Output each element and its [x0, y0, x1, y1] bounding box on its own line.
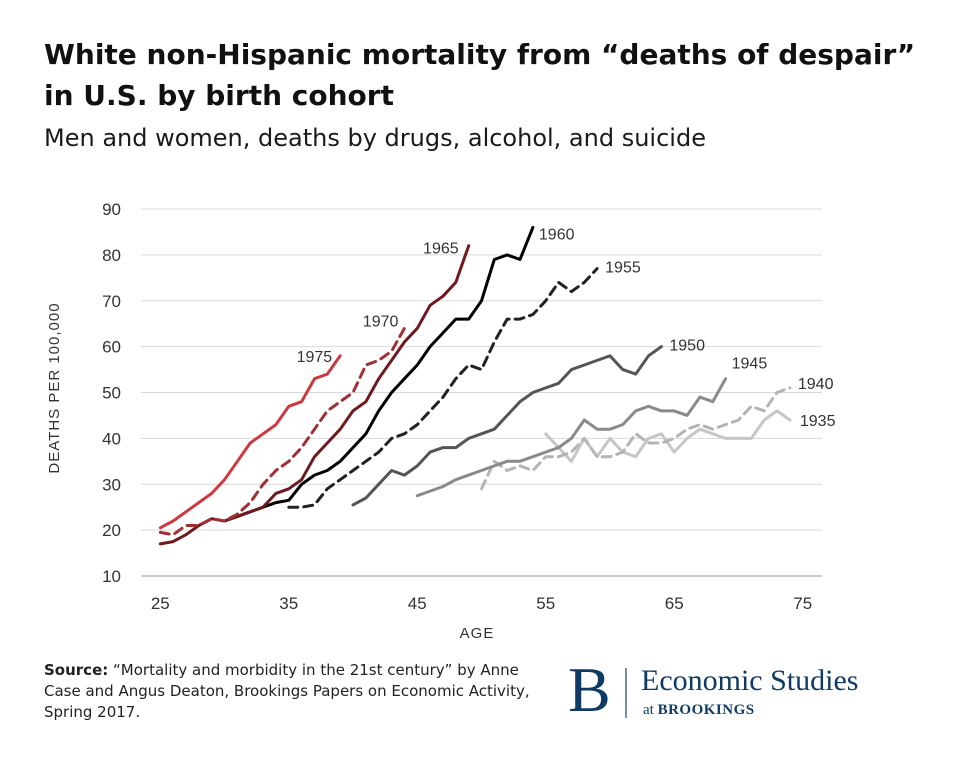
- x-tick-35: 35: [279, 594, 298, 613]
- series-line-1945: [415, 377, 728, 498]
- y-tick-30: 30: [102, 475, 121, 494]
- series-line-1960: [223, 225, 535, 523]
- series-label-1935: 1935: [800, 413, 836, 430]
- series-labels: 1935 1940 1945 1950 1955 1960 1965 1970 1975: [297, 226, 836, 430]
- y-tick-20: 20: [102, 521, 121, 540]
- series-label-1965: 1965: [423, 241, 459, 258]
- logo-subtitle: at BROOKINGS: [643, 702, 755, 719]
- y-tick-70: 70: [102, 292, 121, 311]
- series-line-1975: [158, 354, 342, 530]
- series-lines: [158, 225, 792, 546]
- source-text: “Mortality and morbidity in the 21st cen…: [44, 661, 530, 721]
- series-label-1970: 1970: [363, 313, 399, 330]
- logo-sub-prefix: at: [643, 702, 654, 718]
- series-line-1955: [287, 267, 599, 509]
- x-tick-55: 55: [536, 594, 555, 613]
- y-tick-40: 40: [102, 429, 121, 448]
- x-tick-25: 25: [151, 594, 170, 613]
- x-tick-65: 65: [665, 594, 684, 613]
- series-label-1940: 1940: [798, 376, 834, 393]
- x-axis-ticks: 25 35 45 55 65 75: [151, 594, 812, 613]
- y-axis-label: DEATHS PER 100,000: [46, 302, 63, 473]
- y-tick-60: 60: [102, 338, 121, 357]
- logo-letter: B: [568, 654, 611, 725]
- y-tick-50: 50: [102, 384, 121, 403]
- y-tick-10: 10: [102, 567, 121, 586]
- series-label-1975: 1975: [297, 349, 333, 366]
- series-line-1940: [480, 386, 792, 491]
- logo-divider: [625, 668, 627, 718]
- logo-sub-name: BROOKINGS: [657, 702, 755, 718]
- y-tick-90: 90: [102, 200, 121, 219]
- brookings-logo: B Economic Studies at BROOKINGS: [568, 658, 948, 724]
- series-label-1955: 1955: [605, 260, 641, 277]
- x-tick-75: 75: [793, 594, 812, 613]
- chart-title: White non-Hispanic mortality from “death…: [44, 38, 916, 112]
- series-label-1950: 1950: [669, 338, 705, 355]
- logo-title: Economic Studies: [641, 664, 859, 697]
- source-note: Source: “Mortality and morbidity in the …: [44, 660, 544, 723]
- chart-subtitle: Men and women, deaths by drugs, alcohol,…: [44, 124, 706, 152]
- grid-lines: [141, 208, 822, 577]
- x-axis-label: AGE: [460, 625, 495, 642]
- series-label-1945: 1945: [732, 356, 768, 373]
- x-tick-45: 45: [408, 594, 427, 613]
- line-chart: 10 20 30 40 50 60 70 80 90 25 35 45 55 65 75 1935 1940…: [46, 200, 836, 642]
- y-axis-ticks: 10 20 30 40 50 60 70 80 90: [102, 200, 121, 586]
- series-line-1965: [158, 244, 471, 546]
- y-tick-80: 80: [102, 246, 121, 265]
- series-line-1935: [544, 409, 792, 463]
- series-line-1970: [158, 326, 406, 537]
- source-label: Source:: [44, 661, 109, 679]
- series-line-1950: [351, 345, 663, 507]
- series-label-1960: 1960: [539, 226, 575, 243]
